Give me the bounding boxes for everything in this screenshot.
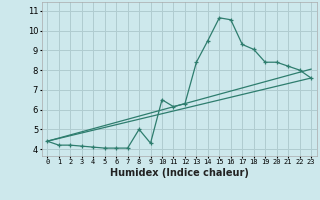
X-axis label: Humidex (Indice chaleur): Humidex (Indice chaleur) <box>110 168 249 178</box>
